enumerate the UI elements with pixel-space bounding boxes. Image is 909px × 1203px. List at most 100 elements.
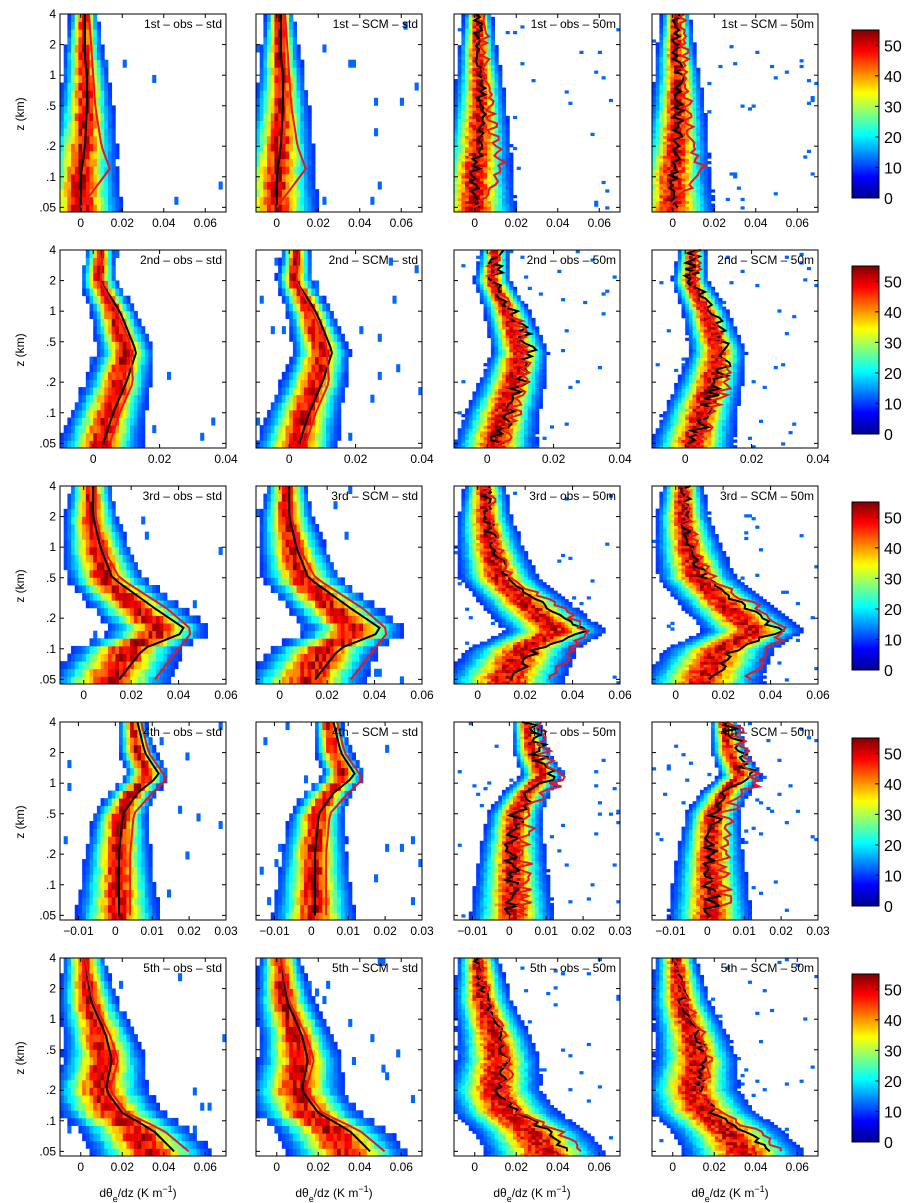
contour-cell (281, 181, 286, 190)
contour-cell (490, 343, 495, 347)
contour-cell (505, 388, 510, 392)
contour-cell (524, 391, 529, 395)
contour-cell (457, 132, 462, 137)
xtick-label: 0 (669, 216, 676, 230)
contour-cell (476, 405, 481, 409)
contour-cell (575, 380, 580, 384)
contour-cell (454, 163, 459, 168)
contour-cell (89, 303, 94, 312)
contour-cell (501, 332, 507, 336)
contour-cell (494, 445, 499, 449)
contour-cell (256, 173, 261, 182)
contour-cell (688, 161, 693, 165)
contour-cell (505, 269, 510, 274)
contour-cell (707, 166, 712, 170)
contour-cell (292, 326, 297, 335)
contour-cell (472, 200, 477, 204)
contour-cell (483, 81, 488, 86)
contour-cell (505, 115, 510, 120)
contour-cell (267, 432, 272, 441)
contour-cell (501, 425, 507, 429)
contour-cell (688, 118, 693, 122)
contour-cell (311, 295, 316, 304)
contour-cell (677, 50, 682, 54)
contour-cell (674, 428, 679, 432)
contour-cell (520, 402, 525, 406)
contour-cell (487, 172, 492, 176)
contour-cell (289, 257, 294, 266)
contour-cell (487, 73, 492, 77)
contour-cell (468, 195, 473, 199)
contour-cell (270, 90, 275, 99)
contour-cell (476, 414, 481, 418)
contour-cell (685, 53, 690, 57)
contour-cell (96, 173, 101, 182)
contour-cell (494, 197, 499, 202)
contour-cell (74, 409, 79, 418)
contour-cell (487, 16, 492, 21)
contour-cell (527, 351, 532, 356)
contour-cell (677, 442, 682, 446)
contour-cell (513, 422, 518, 426)
contour-cell (535, 377, 540, 381)
contour-cell (119, 379, 124, 388)
contour-cell (468, 203, 473, 207)
contour-cell (278, 196, 283, 205)
contour-cell (501, 309, 507, 313)
contour-cell (498, 303, 503, 307)
contour-cell (677, 115, 682, 120)
contour-cell (289, 364, 294, 373)
contour-cell (107, 288, 113, 297)
contour-cell (685, 107, 690, 111)
contour-cell (307, 196, 312, 205)
contour-cell (63, 196, 68, 205)
contour-cell (119, 394, 124, 403)
contour-cell (454, 146, 459, 151)
contour-cell (479, 175, 484, 179)
contour-cell (457, 81, 462, 86)
contour-cell (479, 439, 484, 443)
contour-cell (498, 433, 503, 438)
contour-cell (494, 419, 499, 423)
contour-cell (520, 306, 525, 310)
contour-cell (505, 360, 510, 364)
contour-cell (461, 22, 466, 26)
contour-cell (498, 402, 503, 406)
contour-cell (501, 129, 507, 134)
contour-cell (725, 442, 730, 446)
contour-cell (501, 354, 507, 358)
contour-cell (670, 166, 675, 170)
contour-cell (82, 432, 87, 441)
contour-cell (296, 120, 301, 129)
contour-cell (263, 128, 268, 137)
contour-cell (472, 62, 477, 66)
contour-cell (670, 70, 675, 74)
contour-cell (479, 442, 484, 446)
contour-cell (267, 90, 272, 99)
contour-cell (663, 59, 668, 63)
contour-cell (285, 97, 290, 106)
contour-cell (141, 432, 146, 441)
contour-cell (479, 431, 484, 435)
contour-cell (527, 337, 532, 341)
contour-cell (663, 166, 668, 170)
contour-cell (292, 105, 297, 114)
contour-cell (270, 143, 275, 152)
contour-cell (468, 96, 473, 100)
contour-cell (111, 105, 116, 114)
contour-cell (67, 90, 72, 99)
contour-cell (663, 25, 668, 29)
contour-cell (538, 385, 543, 389)
contour-cell (538, 363, 543, 367)
contour-cell (729, 433, 734, 438)
contour-cell (259, 52, 264, 61)
contour-cell (483, 124, 488, 128)
contour-cell (281, 204, 286, 213)
contour-cell (107, 440, 113, 449)
contour-cell (476, 391, 481, 395)
contour-cell (78, 29, 83, 38)
contour-cell (692, 197, 697, 202)
contour-cell (688, 30, 693, 35)
contour-cell (307, 349, 312, 358)
contour-cell (96, 143, 101, 152)
